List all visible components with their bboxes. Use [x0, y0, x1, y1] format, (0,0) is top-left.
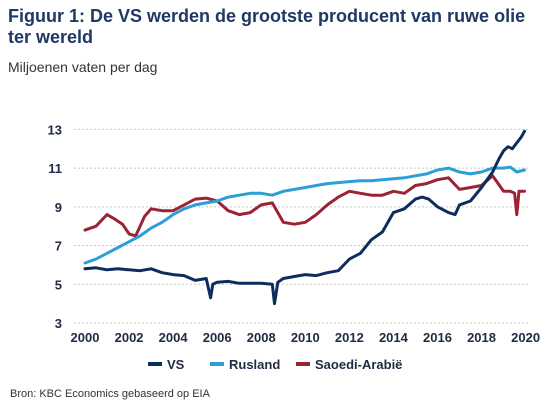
- series-line-saoedi-arabi-: [83, 174, 526, 238]
- series-line-rusland: [83, 165, 526, 265]
- x-tick-label: 2014: [379, 330, 409, 345]
- x-tick-label: 2020: [511, 330, 540, 345]
- x-tick-label: 2000: [71, 330, 100, 345]
- x-tick-label: 2016: [423, 330, 452, 345]
- y-tick-label: 7: [55, 239, 62, 254]
- y-tick-label: 3: [55, 316, 62, 331]
- x-tick-label: 2006: [203, 330, 232, 345]
- x-tick-label: 2004: [159, 330, 189, 345]
- x-tick-label: 2002: [115, 330, 144, 345]
- x-axis-tick-labels: 2000 2002 2004 2006 2008 2010 2012 2014 2016 2018…: [71, 330, 541, 345]
- x-tick-label: 2010: [291, 330, 320, 345]
- y-tick-label: 9: [55, 200, 62, 215]
- series-line-vs: [83, 129, 526, 306]
- chart-subtitle: Miljoenen vaten per dag: [8, 59, 158, 75]
- x-tick-label: 2018: [467, 330, 496, 345]
- series-lines: [83, 129, 526, 306]
- legend: VS Rusland Saoedi-Arabië: [148, 357, 402, 372]
- legend-label: Saoedi-Arabië: [315, 357, 402, 372]
- y-tick-label: 13: [48, 122, 62, 137]
- y-tick-label: 5: [55, 277, 62, 292]
- gridlines: [74, 128, 530, 324]
- legend-label: Rusland: [229, 357, 280, 372]
- chart-title: Figuur 1: De VS werden de grootste produ…: [8, 6, 526, 47]
- x-tick-label: 2012: [335, 330, 364, 345]
- source-note: Bron: KBC Economics gebaseerd op EIA: [10, 388, 210, 400]
- y-axis-tick-labels: 3 5 7 9 11 13: [48, 122, 62, 331]
- x-tick-label: 2008: [247, 330, 276, 345]
- y-tick-label: 11: [48, 161, 62, 176]
- legend-label: VS: [167, 357, 185, 372]
